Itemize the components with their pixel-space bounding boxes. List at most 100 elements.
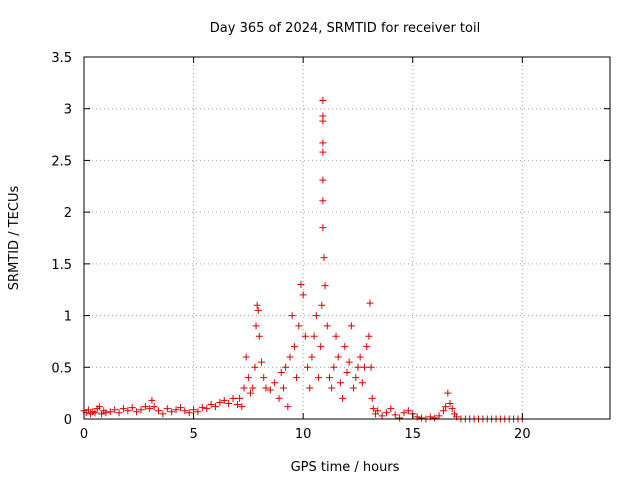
data-point xyxy=(124,407,132,415)
data-point xyxy=(352,374,360,382)
data-point xyxy=(320,254,328,262)
data-point xyxy=(400,409,408,417)
data-point xyxy=(198,404,206,412)
data-point xyxy=(119,405,127,413)
data-point xyxy=(347,322,355,330)
data-point xyxy=(181,407,189,415)
data-point xyxy=(212,403,219,411)
data-point xyxy=(369,405,377,413)
data-point xyxy=(442,403,450,411)
data-point xyxy=(137,406,145,414)
data-point xyxy=(368,394,376,402)
data-point xyxy=(301,332,309,340)
data-point xyxy=(306,384,314,392)
data-point xyxy=(319,96,327,104)
data-point xyxy=(319,139,327,147)
data-point xyxy=(356,353,364,361)
data-point xyxy=(106,408,114,416)
data-point xyxy=(448,405,456,413)
data-point xyxy=(286,353,294,361)
data-point xyxy=(361,363,369,371)
data-point xyxy=(304,363,312,371)
data-point xyxy=(439,407,447,415)
data-point xyxy=(251,363,259,371)
y-tick-label: 3.5 xyxy=(51,51,72,66)
data-point xyxy=(435,412,443,420)
x-tick-label: 10 xyxy=(295,427,312,442)
data-point xyxy=(366,299,374,307)
data-point xyxy=(225,399,233,407)
data-point xyxy=(262,384,270,392)
data-point xyxy=(350,384,358,392)
data-point xyxy=(378,412,386,420)
data-point xyxy=(172,406,180,414)
data-point xyxy=(95,403,103,411)
data-point xyxy=(387,405,395,413)
data-point xyxy=(275,394,283,402)
axis-ticks: 0 5 10 15 20 0 0.5 1 1.5 2 2.5 3 3.5 xyxy=(51,51,610,442)
data-point xyxy=(242,353,250,361)
data-point xyxy=(367,363,375,371)
data-point xyxy=(339,394,347,402)
data-point xyxy=(323,322,331,330)
x-tick-label: 5 xyxy=(189,427,197,442)
data-point xyxy=(133,408,141,416)
data-point xyxy=(233,401,241,409)
data-points xyxy=(80,96,526,423)
data-point xyxy=(146,405,154,413)
data-point xyxy=(194,408,202,416)
data-point xyxy=(115,409,123,417)
data-point xyxy=(290,343,298,351)
data-point xyxy=(185,409,193,417)
data-point xyxy=(91,409,99,417)
data-point xyxy=(168,408,176,416)
x-axis-label: GPS time / hours xyxy=(291,460,400,475)
data-point xyxy=(203,405,211,413)
data-point xyxy=(277,368,285,376)
data-point xyxy=(319,197,327,205)
data-point xyxy=(444,389,452,397)
data-point xyxy=(155,407,163,415)
data-point xyxy=(229,394,237,402)
y-tick-label: 0.5 xyxy=(51,361,72,376)
y-tick-label: 1 xyxy=(64,310,72,325)
data-point xyxy=(84,406,92,414)
data-point xyxy=(308,353,316,361)
data-point xyxy=(279,384,287,392)
data-point xyxy=(284,403,292,411)
data-point xyxy=(363,343,371,351)
data-point xyxy=(321,282,329,290)
data-point xyxy=(295,322,303,330)
data-point xyxy=(391,411,399,419)
data-point xyxy=(190,406,198,414)
data-point xyxy=(266,386,274,394)
y-tick-label: 0 xyxy=(64,413,72,428)
data-point xyxy=(358,379,366,387)
data-point xyxy=(244,374,252,382)
data-point xyxy=(418,414,426,422)
data-point xyxy=(345,358,353,366)
data-point xyxy=(288,312,296,320)
data-point xyxy=(111,406,119,414)
data-point xyxy=(315,374,323,382)
data-point xyxy=(319,148,327,156)
data-point xyxy=(220,396,228,404)
data-point xyxy=(332,332,340,340)
data-point xyxy=(312,312,320,320)
data-point xyxy=(431,414,439,422)
data-point xyxy=(148,396,156,404)
x-tick-label: 15 xyxy=(404,427,421,442)
data-point xyxy=(336,379,344,387)
y-tick-label: 1.5 xyxy=(51,258,72,273)
data-point xyxy=(163,405,171,413)
data-point xyxy=(319,176,327,184)
data-point xyxy=(254,306,262,314)
data-point xyxy=(341,343,349,351)
data-point xyxy=(365,332,373,340)
data-point xyxy=(343,368,351,376)
x-tick-label: 20 xyxy=(514,427,531,442)
data-point xyxy=(282,363,290,371)
data-point xyxy=(207,401,215,409)
data-point xyxy=(382,409,390,417)
